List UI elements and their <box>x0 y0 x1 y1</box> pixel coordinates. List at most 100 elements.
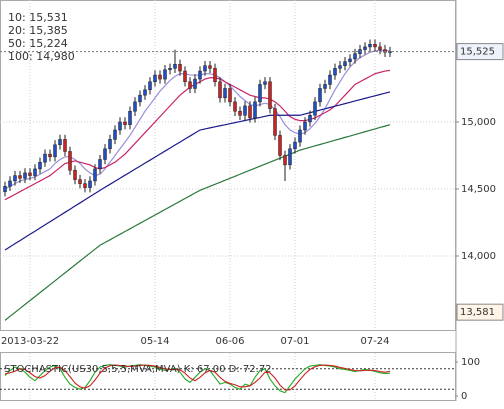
candle-body <box>233 101 237 112</box>
candle-body <box>53 144 57 158</box>
candle-body <box>363 46 367 50</box>
candle-body <box>228 88 232 103</box>
legend-entry: 10: 15,531 <box>8 11 68 24</box>
candle-body <box>18 175 22 179</box>
candle-body <box>303 121 307 131</box>
legend-entry: 20: 15,385 <box>8 24 68 37</box>
candle-body <box>38 161 42 170</box>
x-tick-label: 06-06 <box>215 336 244 347</box>
candle-body <box>198 70 202 80</box>
candle-body <box>338 65 342 69</box>
candle-body <box>123 121 127 125</box>
candle-body <box>23 172 27 179</box>
candle-body <box>263 81 267 85</box>
candle-body <box>78 179 82 184</box>
candle-body <box>373 43 377 48</box>
moving-average-line <box>4 91 391 251</box>
candle-body <box>118 121 122 131</box>
candle-body <box>188 81 192 89</box>
candle-body <box>248 105 252 119</box>
candle-body <box>328 74 332 85</box>
candle-body <box>43 153 47 163</box>
y-tick-label: 0 <box>461 391 467 402</box>
price-tag-label: 13,581 <box>460 307 495 318</box>
candle-body <box>283 155 287 166</box>
candle-body <box>8 180 12 187</box>
indicator-title: STOCHASTIC(US30,5,5,5,MVA,MVA) K: 67.00 … <box>4 364 272 375</box>
candle-body <box>218 81 222 99</box>
candle-body <box>83 183 87 188</box>
candle-body <box>318 88 322 103</box>
main-panel <box>0 0 456 331</box>
x-tick-label: 07-24 <box>360 336 389 347</box>
candle-body <box>173 64 177 69</box>
candle-body <box>203 65 207 72</box>
candle-body <box>113 129 117 140</box>
candle-body <box>293 141 297 150</box>
candle-body <box>353 53 357 60</box>
candle-body <box>213 68 217 83</box>
candle-body <box>278 135 282 156</box>
candle-body <box>193 78 197 89</box>
candle-body <box>138 94 142 103</box>
candle-body <box>178 64 182 72</box>
candle-body <box>28 172 32 176</box>
candle-body <box>243 105 247 116</box>
candle-body <box>93 168 97 182</box>
candle-body <box>383 49 387 53</box>
candle-body <box>73 169 77 180</box>
candle-body <box>168 68 172 70</box>
indicator-line <box>4 364 391 391</box>
y-tick-label: 14,500 <box>461 184 496 195</box>
candle-body <box>308 115 312 123</box>
x-tick-label: 05-14 <box>140 336 169 347</box>
candle-body <box>333 68 337 76</box>
candle-body <box>48 153 52 158</box>
candle-body <box>273 108 277 136</box>
candle-body <box>103 148 107 160</box>
candle-body <box>223 88 227 99</box>
candle-body <box>288 148 292 166</box>
candle-body <box>368 43 372 48</box>
candle-body <box>378 46 382 50</box>
candle-body <box>3 186 7 192</box>
candle-body <box>208 65 212 69</box>
candle-body <box>133 101 137 112</box>
candle-body <box>58 139 62 146</box>
candle-body <box>143 89 147 96</box>
x-tick-label: 2013-03-22 <box>1 336 59 347</box>
price-tag-box <box>456 303 504 321</box>
candle-body <box>158 74 162 80</box>
legend-entry: 100: 14,980 <box>8 50 75 63</box>
price-tag-box <box>456 43 504 61</box>
candle-body <box>298 129 302 143</box>
candle-body <box>343 61 347 66</box>
candle-body <box>63 139 67 152</box>
candle-body <box>183 70 187 83</box>
price-tag-label: 15,525 <box>460 47 495 58</box>
legend-entry: 50: 15,224 <box>8 37 68 50</box>
candle-body <box>323 84 327 89</box>
candle-body <box>313 101 317 116</box>
candle-body <box>268 81 272 109</box>
candle-body <box>13 175 17 182</box>
candle-body <box>153 74 157 83</box>
x-tick-label: 07-01 <box>280 336 309 347</box>
candle-body <box>128 111 132 125</box>
candle-body <box>253 101 257 119</box>
y-tick-label: 14,000 <box>461 251 496 262</box>
candle-body <box>258 84 262 103</box>
candle-body <box>88 180 92 188</box>
candle-body <box>108 139 112 150</box>
candle-body <box>98 159 102 170</box>
candle-body <box>68 151 72 171</box>
candle-body <box>163 69 167 80</box>
candle-body <box>33 168 37 176</box>
y-tick-label: 15,000 <box>461 117 496 128</box>
moving-average-line <box>4 124 391 321</box>
candle-body <box>238 111 242 116</box>
candle-body <box>348 58 352 62</box>
y-tick-label: 100 <box>461 357 480 368</box>
indicator-panel <box>0 352 456 401</box>
